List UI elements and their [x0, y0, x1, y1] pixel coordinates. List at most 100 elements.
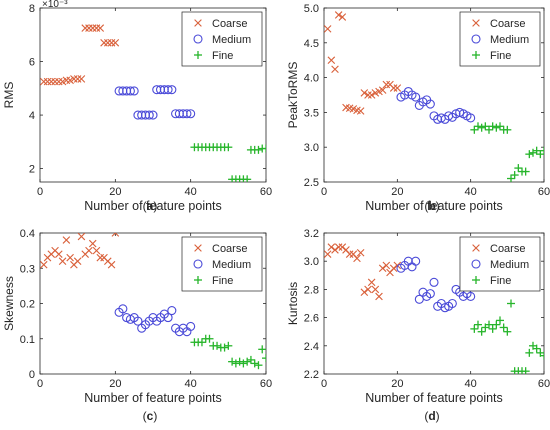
data-points: [40, 24, 266, 182]
y-tick-label: 3.0: [304, 142, 319, 154]
data-point-medium: [411, 256, 421, 266]
x-tick-label: 20: [391, 378, 403, 390]
legend-marker-coarse: [472, 19, 480, 27]
data-point-coarse: [356, 248, 365, 257]
data-point-coarse: [378, 264, 387, 273]
chart-panel-3: 0 20 40 60 0 0.1 0.2 0.3 0.4 Skewness Number of fe…: [2, 228, 272, 423]
data-point-fine: [507, 299, 515, 308]
data-point-fine: [224, 143, 233, 152]
data-point-coarse: [324, 25, 332, 33]
data-point-medium: [148, 110, 158, 120]
data-point-fine: [477, 327, 486, 336]
legend-label-coarse: Coarse: [490, 243, 525, 255]
x-tick-label: 0: [321, 186, 327, 198]
data-point-fine: [496, 122, 504, 131]
data-point-fine: [485, 125, 493, 134]
legend-marker-medium: [471, 259, 481, 269]
y-tick-label: 3.2: [304, 228, 319, 240]
data-point-fine: [488, 122, 497, 131]
data-point-coarse: [364, 91, 372, 99]
data-point-coarse: [334, 243, 343, 251]
data-point-coarse: [77, 233, 86, 241]
data-point-fine: [514, 164, 523, 173]
data-point-coarse: [382, 80, 391, 89]
data-point-medium: [167, 85, 177, 95]
data-point-coarse: [111, 233, 120, 237]
data-point-fine: [220, 343, 229, 352]
data-point-coarse: [331, 246, 339, 254]
data-points: [40, 233, 266, 370]
legend-marker-medium: [471, 34, 481, 44]
data-point-fine: [228, 357, 237, 366]
data-point-coarse: [327, 243, 336, 251]
y-tick-label: 0: [29, 369, 35, 381]
data-point-coarse: [382, 261, 391, 270]
data-point-fine: [243, 357, 252, 366]
y-axis-label: Kurtosis: [286, 282, 300, 325]
y-axis-label: RMS: [2, 82, 16, 109]
data-point-coarse: [389, 264, 398, 273]
data-point-coarse: [367, 278, 376, 287]
data-point-coarse: [360, 89, 369, 97]
legend-marker-fine: [194, 276, 202, 284]
data-point-fine: [262, 354, 266, 363]
data-point-fine: [536, 150, 544, 159]
data-point-fine: [239, 359, 248, 368]
data-point-fine: [258, 345, 266, 354]
data-point-coarse: [85, 246, 93, 255]
legend-label-fine: Fine: [490, 50, 511, 62]
x-axis-label: Number of feature points: [84, 199, 222, 213]
data-point-coarse: [88, 239, 97, 248]
data-point-coarse: [77, 75, 86, 83]
data-point-fine: [540, 351, 544, 360]
data-point-medium: [447, 298, 457, 309]
legend-marker-fine: [472, 51, 480, 59]
y-tick-label: 6: [29, 57, 35, 69]
data-point-coarse: [331, 65, 339, 74]
data-point-fine: [231, 359, 240, 368]
data-point-coarse: [371, 285, 380, 294]
y-tick-label: 2.2: [304, 369, 319, 381]
data-point-coarse: [356, 107, 365, 115]
y-tick-label: 2.5: [304, 177, 319, 189]
x-tick-label: 20: [109, 186, 121, 198]
data-point-coarse: [55, 250, 63, 258]
y-exponent-label: ×10⁻³: [42, 0, 68, 10]
data-point-medium: [144, 110, 154, 120]
data-point-coarse: [393, 84, 402, 92]
data-point-coarse: [324, 250, 332, 258]
chart-panel-4: 0 20 40 60 2.2 2.4 2.6 2.8 3.0 3.2 Kurtosis Number …: [286, 228, 550, 423]
data-point-fine: [250, 359, 259, 368]
data-point-fine: [492, 123, 501, 132]
y-tick-label: 0.4: [20, 228, 35, 240]
y-tick-label: 8: [29, 3, 35, 15]
data-point-coarse: [353, 254, 361, 263]
legend-label-fine: Fine: [490, 275, 511, 287]
data-point-fine: [477, 123, 486, 132]
panel-label: (b): [424, 199, 439, 213]
data-point-coarse: [96, 24, 105, 32]
data-point-fine: [213, 341, 222, 350]
data-point-fine: [254, 361, 263, 370]
x-tick-label: 0: [321, 378, 327, 390]
y-tick-label: 4.5: [304, 38, 319, 50]
legend-label-medium: Medium: [490, 34, 529, 46]
data-point-medium: [411, 92, 421, 102]
x-tick-label: 40: [465, 186, 477, 198]
y-tick-label: 4: [29, 110, 35, 122]
data-point-fine: [470, 324, 479, 333]
x-axis-label: Number of feature points: [84, 391, 222, 405]
chart-panel-2: 0 20 40 60 2.5 3.0 3.5 4.0 4.5 5.0 PeakToRMS Number…: [286, 3, 550, 213]
legend: Coarse Medium Fine: [459, 236, 541, 292]
legend-label-coarse: Coarse: [212, 18, 247, 30]
data-point-fine: [262, 144, 266, 153]
y-tick-label: 2.8: [304, 284, 319, 296]
y-axis-label: PeakToRMS: [286, 62, 300, 129]
legend-marker-fine: [194, 51, 202, 59]
x-tick-label: 60: [260, 378, 272, 390]
data-point-coarse: [327, 56, 336, 64]
data-point-coarse: [58, 257, 67, 265]
legend-marker-medium: [193, 259, 203, 269]
data-point-fine: [496, 316, 504, 325]
